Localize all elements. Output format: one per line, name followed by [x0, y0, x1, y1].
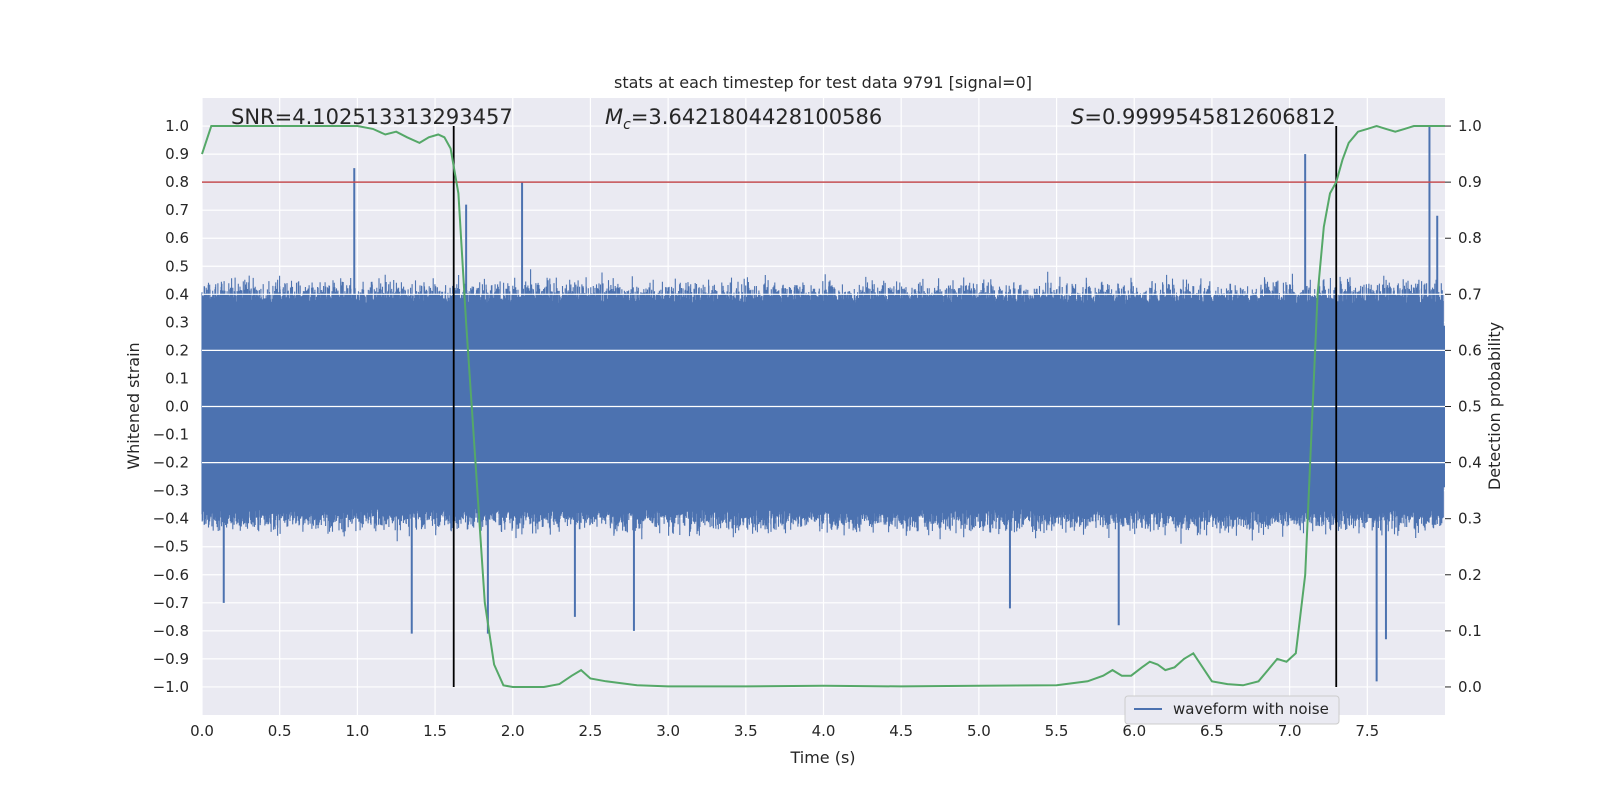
x-tick-label: 0.5: [268, 722, 292, 740]
y-right-axis-label: Detection probability: [1485, 322, 1504, 490]
y-axis-label: Whitened strain: [124, 342, 143, 469]
y-right-tick-label: 0.9: [1458, 173, 1482, 191]
y-tick-label: 0.2: [165, 341, 189, 359]
y-right-tick-label: 0.1: [1458, 622, 1482, 640]
overlay-lines: [202, 126, 1445, 687]
y-tick-label: −0.1: [153, 426, 189, 444]
y-tick-label: 0.0: [165, 398, 189, 416]
x-tick-label: 7.5: [1355, 722, 1379, 740]
y-tick-label: −0.6: [153, 566, 189, 584]
x-tick-label: 5.5: [1045, 722, 1069, 740]
score-annotation: S=0.9999545812606812: [1071, 105, 1336, 129]
x-tick-label: 6.0: [1122, 722, 1146, 740]
x-tick-label: 2.5: [579, 722, 603, 740]
x-tick-label: 5.0: [967, 722, 991, 740]
y-tick-label: −0.7: [153, 594, 189, 612]
chirp-mass-symbol: M: [605, 105, 623, 129]
y-tick-label: 0.8: [165, 173, 189, 191]
y-right-tick-label: 1.0: [1458, 117, 1482, 135]
x-axis-label: Time (s): [789, 748, 855, 767]
y-tick-label: −0.2: [153, 454, 189, 472]
y-tick-label: 0.9: [165, 145, 189, 163]
y-right-tick-label: 0.0: [1458, 678, 1482, 696]
chirp-mass-value: =3.6421804428100586: [631, 105, 882, 129]
y-tick-label: 0.6: [165, 229, 189, 247]
tick-labels: 0.0 0.5 1.0 1.5 2.0 2.5 3.0 3.5 4.0 4.5 5.0 5.5 6.0 6…: [153, 117, 1482, 740]
chirp-mass-annotation: Mc=3.6421804428100586: [605, 105, 882, 133]
x-tick-label: 7.0: [1278, 722, 1302, 740]
x-tick-label: 1.5: [423, 722, 447, 740]
chart-title: stats at each timestep for test data 979…: [614, 73, 1032, 92]
y-tick-label: −1.0: [153, 678, 189, 696]
y-tick-label: 1.0: [165, 117, 189, 135]
y-tick-label: 0.1: [165, 369, 189, 387]
x-tick-label: 6.5: [1200, 722, 1224, 740]
y-tick-label: 0.3: [165, 313, 189, 331]
y-tick-label: 0.4: [165, 285, 189, 303]
y-tick-label: −0.8: [153, 622, 189, 640]
legend-box: [1124, 695, 1340, 725]
y-tick-label: −0.9: [153, 650, 189, 668]
y-tick-label: 0.5: [165, 257, 189, 275]
x-tick-label: 0.0: [190, 722, 214, 740]
y-right-tick-label: 0.5: [1458, 398, 1482, 416]
legend: waveform with noise: [1124, 695, 1340, 725]
score-symbol: S: [1071, 105, 1084, 129]
waveform-series: [201, 126, 1445, 682]
y-tick-label: −0.5: [153, 538, 189, 556]
y-right-tick-label: 0.6: [1458, 341, 1482, 359]
chirp-mass-subscript: c: [623, 117, 631, 133]
x-tick-label: 3.5: [734, 722, 758, 740]
y-right-tick-label: 0.7: [1458, 285, 1482, 303]
x-tick-label: 4.0: [812, 722, 836, 740]
y-right-tick-label: 0.2: [1458, 566, 1482, 584]
x-tick-label: 4.5: [889, 722, 913, 740]
y-right-tick-label: 0.4: [1458, 454, 1482, 472]
probability-series: [201, 124, 1445, 688]
snr-annotation: SNR=4.102513313293457: [231, 105, 513, 129]
y-right-tick-label: 0.8: [1458, 229, 1482, 247]
y-tick-label: −0.3: [153, 482, 189, 500]
x-tick-label: 1.0: [345, 722, 369, 740]
x-tick-label: 2.0: [501, 722, 525, 740]
score-value: =0.9999545812606812: [1084, 105, 1335, 129]
detection-probability-line: [201, 124, 1445, 688]
y-tick-label: −0.4: [153, 510, 189, 528]
y-right-tick-label: 0.3: [1458, 510, 1482, 528]
legend-label-waveform: waveform with noise: [1173, 700, 1329, 718]
x-tick-label: 3.0: [656, 722, 680, 740]
y-tick-label: 0.7: [165, 201, 189, 219]
